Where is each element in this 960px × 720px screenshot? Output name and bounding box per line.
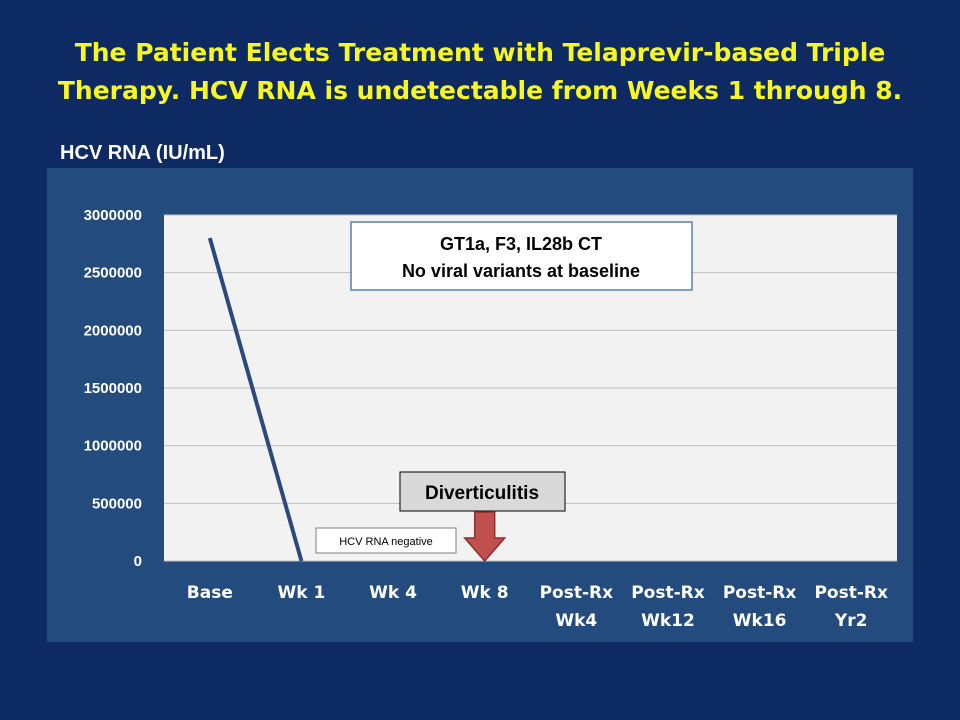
- hcv-rna-chart: 0 500000 1000000 1500000 2000000 2500000 30000…: [84, 207, 897, 631]
- slide-title: The Patient Elects Treatment with Telapr…: [30, 34, 930, 110]
- x-tick-label: Post-Rx Wk4: [540, 583, 614, 631]
- series-line: [207, 237, 304, 562]
- x-tick-label: Wk 8: [461, 583, 509, 603]
- x-tick-label: Post-Rx Wk12: [631, 583, 705, 631]
- x-axis-ticks: Base Wk 1 Wk 4 Wk 8 Post-RxWk4Post-RxWk12Pos…: [187, 583, 888, 631]
- negative-annotation: HCV RNA negative: [315, 527, 457, 554]
- y-tick-label: 0: [134, 553, 142, 570]
- chart-panel: 0 500000 1000000 1500000 2000000 2500000 30000…: [47, 168, 913, 642]
- x-tick-label-line: Post-Rx: [723, 583, 797, 603]
- series-layer: [207, 237, 304, 562]
- x-tick-label: Wk 4: [369, 583, 417, 603]
- diverticulitis-label: Diverticulitis: [425, 483, 539, 504]
- x-tick-label-line: Post-Rx: [540, 583, 614, 603]
- title-line-1: The Patient Elects Treatment with Telapr…: [74, 38, 886, 67]
- y-tick-label: 1500000: [84, 380, 142, 397]
- x-tick-label-line: Post-Rx: [631, 583, 705, 603]
- y-axis-caption: HCV RNA (IU/mL): [60, 142, 225, 164]
- x-tick-label-line: Wk 1: [278, 583, 326, 603]
- x-tick-label: Base: [187, 583, 233, 603]
- x-tick-label-line: Yr2: [834, 611, 868, 631]
- y-tick-label: 3000000: [84, 207, 142, 224]
- x-tick-label: Post-Rx Yr2: [814, 583, 888, 631]
- x-tick-label-line: Base: [187, 583, 233, 603]
- x-tick-label-line: Wk 8: [461, 583, 509, 603]
- y-tick-label: 500000: [92, 495, 142, 512]
- genotype-line-1: GT1a, F3, IL28b CT: [440, 234, 602, 254]
- down-arrow-icon: [463, 511, 507, 563]
- y-axis-ticks: 0 500000 1000000 1500000 2000000 2500000 30000…: [84, 207, 142, 570]
- negative-label: HCV RNA negative: [339, 536, 433, 548]
- event-arrow: [463, 511, 507, 563]
- genotype-line-2: No viral variants at baseline: [402, 261, 640, 281]
- y-tick-label: 2000000: [84, 322, 142, 339]
- x-tick-label-line: Post-Rx: [814, 583, 888, 603]
- x-tick-label: Wk 1: [278, 583, 326, 603]
- y-tick-label: 2500000: [84, 265, 142, 282]
- x-tick-label-line: Wk 4: [369, 583, 417, 603]
- title-line-2: Therapy. HCV RNA is undetectable from We…: [57, 76, 903, 105]
- genotype-annotation: GT1a, F3, IL28b CT No viral variants at …: [350, 221, 693, 291]
- x-tick-label: Post-Rx Wk16: [723, 583, 797, 631]
- diverticulitis-annotation: Diverticulitis: [399, 471, 566, 512]
- x-tick-label-line: Wk16: [733, 611, 787, 631]
- x-tick-label-line: Wk12: [641, 611, 695, 631]
- y-tick-label: 1000000: [84, 438, 142, 455]
- x-tick-label-line: Wk4: [555, 611, 597, 631]
